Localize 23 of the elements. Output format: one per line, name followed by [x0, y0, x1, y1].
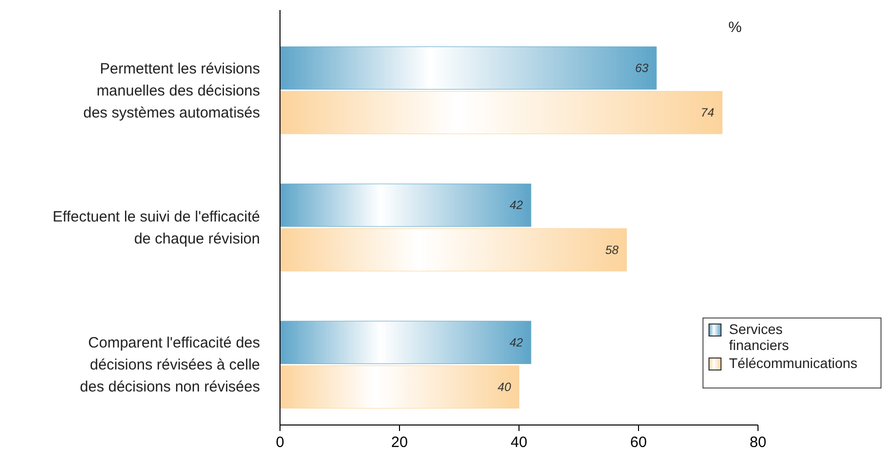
bar [280, 320, 532, 364]
data-label: 58 [605, 242, 619, 257]
bar [280, 184, 532, 227]
data-label: 42 [510, 198, 524, 212]
x-tick-label: 80 [750, 434, 766, 451]
y-tick-label: Permettent les révisions manuelles des décisions des systèmes automatisés [83, 60, 260, 122]
y-tick-label: Effectuent le suivi de l'efficacité de chaque révision [52, 208, 260, 248]
x-tick-label: 20 [391, 434, 408, 451]
x-tick-label: 60 [630, 434, 647, 451]
bar [280, 365, 520, 409]
x-axis-title: % [728, 19, 742, 36]
data-label: 40 [498, 380, 512, 394]
bar [280, 46, 657, 90]
legend-label: Télécommunications [729, 355, 858, 371]
x-tick-label: 0 [276, 434, 284, 451]
data-label: 63 [635, 61, 649, 76]
legend-label: Services financiers [729, 321, 789, 353]
y-tick-label: Comparent l'efficacité des décisions révisées à celle des décisions non révisées [80, 334, 260, 396]
data-label: 74 [700, 106, 714, 120]
x-tick-label: 40 [510, 434, 528, 451]
bar [280, 228, 627, 272]
bar [280, 91, 722, 134]
data-label: 42 [510, 335, 524, 350]
